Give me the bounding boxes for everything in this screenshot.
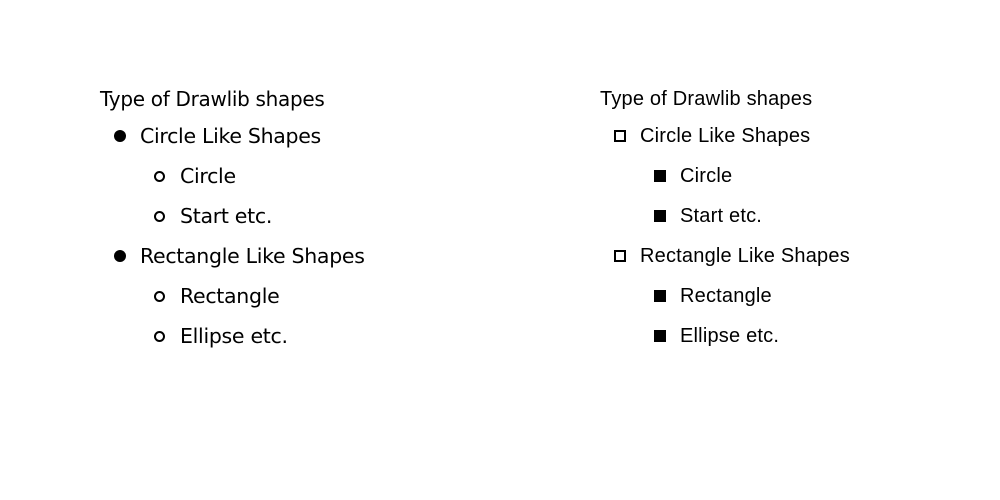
list-item-label: Circle Like Shapes [140,124,321,148]
top-level-list: Circle Like Shapes Circle Start etc. Rec… [600,116,1000,356]
sub-list-item-label: Ellipse etc. [180,324,288,348]
hollow-circle-bullet-icon [154,171,165,182]
sub-list-item: Circle [600,156,1000,196]
bullet-list-square-style: Type of Drawlib shapes Circle Like Shape… [600,82,1000,356]
sub-list-item: Circle [100,156,500,196]
list-item-label: Circle Like Shapes [640,125,811,147]
sub-list-item: Start etc. [600,196,1000,236]
sub-list-item-label: Circle [180,164,236,188]
filled-square-bullet-icon [654,290,666,302]
hollow-circle-bullet-icon [154,211,165,222]
sub-list-item-label: Rectangle [180,284,280,308]
sub-list-item-label: Start etc. [680,205,763,227]
sub-list-item: Rectangle [600,276,1000,316]
list-item: Rectangle Like Shapes Rectangle Ellipse … [100,236,500,356]
sub-list-item: Ellipse etc. [600,316,1000,356]
bullet-list-disc-style: Type of Drawlib shapes Circle Like Shape… [100,82,500,356]
filled-square-bullet-icon [654,170,666,182]
sub-list: Circle Start etc. [600,156,1000,236]
list-item: Rectangle Like Shapes Rectangle Ellipse … [600,236,1000,356]
list-title: Type of Drawlib shapes [100,87,325,111]
hollow-square-bullet-icon [614,130,626,142]
sub-list: Rectangle Ellipse etc. [600,276,1000,356]
sub-list-item: Ellipse etc. [100,316,500,356]
list-item-row: Rectangle Like Shapes [100,236,500,276]
sub-list-item: Rectangle [100,276,500,316]
list-item-row: Rectangle Like Shapes [600,236,1000,276]
sub-list: Circle Start etc. [100,156,500,236]
hollow-circle-bullet-icon [154,291,165,302]
list-item-label: Rectangle Like Shapes [640,245,850,267]
sub-list-item-label: Ellipse etc. [680,325,780,347]
sub-list-item: Start etc. [100,196,500,236]
sub-list: Rectangle Ellipse etc. [100,276,500,356]
list-item-label: Rectangle Like Shapes [140,244,365,268]
list-item-row: Circle Like Shapes [600,116,1000,156]
sub-list-item-label: Rectangle [680,285,772,307]
filled-disc-bullet-icon [114,130,126,142]
list-title: Type of Drawlib shapes [600,88,813,110]
filled-square-bullet-icon [654,210,666,222]
hollow-circle-bullet-icon [154,331,165,342]
sub-list-item-label: Circle [680,165,733,187]
sub-list-item-label: Start etc. [180,204,273,228]
list-item: Circle Like Shapes Circle Start etc. [100,116,500,236]
list-item-row: Circle Like Shapes [100,116,500,156]
top-level-list: Circle Like Shapes Circle Start etc. Rec… [100,116,500,356]
hollow-square-bullet-icon [614,250,626,262]
list-item: Circle Like Shapes Circle Start etc. [600,116,1000,236]
filled-square-bullet-icon [654,330,666,342]
filled-disc-bullet-icon [114,250,126,262]
